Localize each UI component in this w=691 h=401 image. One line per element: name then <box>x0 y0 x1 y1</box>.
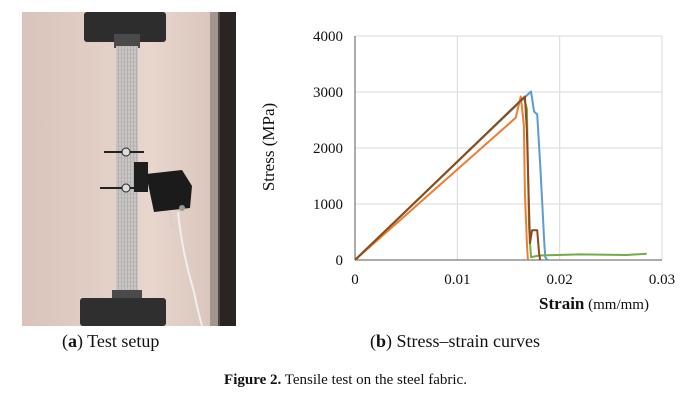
top-grip <box>84 12 166 48</box>
series-line-2 <box>354 95 529 261</box>
x-axis-label-unit: (mm/mm) <box>588 297 649 313</box>
x-tick-label-2: 0.02 <box>547 272 573 288</box>
panel-a-text: Test setup <box>87 331 160 351</box>
figure-label: Figure 2. <box>224 372 282 388</box>
x-axis-label: Strain (mm/mm) <box>539 294 649 313</box>
extensometer <box>100 147 203 326</box>
y-tick-label-3: 3000 <box>313 85 343 101</box>
y-tick-label-0: 0 <box>336 253 344 269</box>
chart-axes <box>354 36 662 261</box>
y-tick-label-4: 4000 <box>313 29 343 45</box>
chart-ticks: 0 1000 2000 3000 4000 0 0.01 0.02 0.03 <box>313 29 675 288</box>
y-tick-label-1: 1000 <box>313 197 343 213</box>
panel-a-label: a <box>68 331 77 351</box>
series-line-3 <box>354 96 647 261</box>
chart-series <box>354 90 647 261</box>
x-tick-label-1: 0.01 <box>444 272 470 288</box>
panel-b-caption: (b) Stress–strain curves <box>370 331 540 351</box>
figure-caption-text: Tensile test on the steel fabric. <box>284 372 467 388</box>
y-axis-label: Stress (MPa) <box>259 103 278 191</box>
panel-a-caption: (a) Test setup <box>62 331 160 351</box>
stress-strain-chart: 0 1000 2000 3000 4000 0 0.01 0.02 0.03 Stress (M… <box>259 29 675 313</box>
figure-caption: Figure 2. Tensile test on the steel fabr… <box>0 372 691 389</box>
machine-frame <box>218 12 236 326</box>
chart-grid <box>355 35 663 260</box>
test-setup-photo <box>22 12 236 326</box>
panel-b-label: b <box>376 331 387 351</box>
series-line-4 <box>354 95 542 261</box>
panel-b-text: Stress–strain curves <box>396 331 540 351</box>
x-tick-label-3: 0.03 <box>649 272 675 288</box>
x-tick-label-0: 0 <box>351 272 359 288</box>
series-line-1 <box>354 90 549 261</box>
x-axis-label-name: Strain <box>539 294 585 313</box>
y-tick-label-2: 2000 <box>313 141 343 157</box>
steel-fabric-specimen <box>116 46 138 296</box>
bottom-grip <box>80 290 166 326</box>
